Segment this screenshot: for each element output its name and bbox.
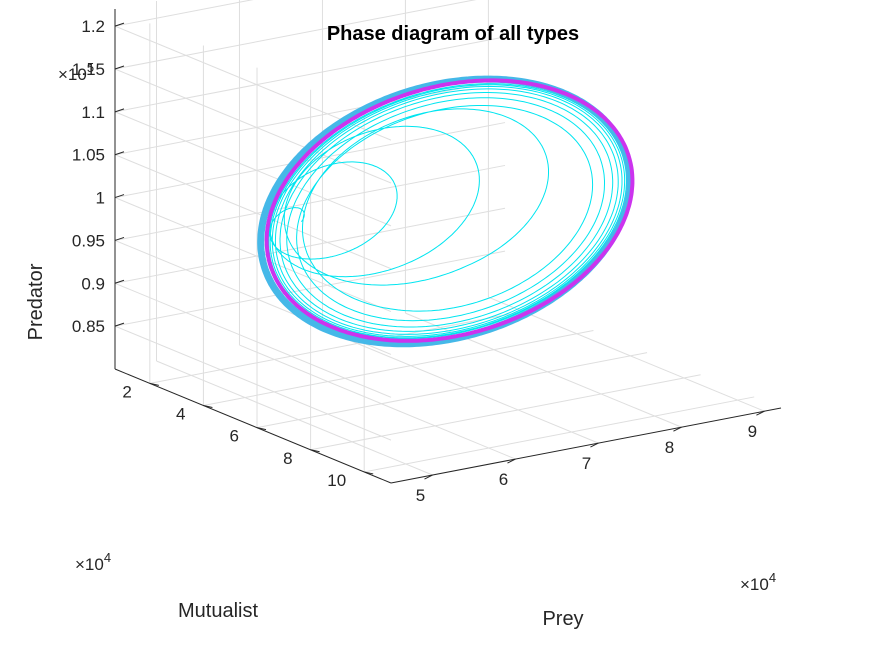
z-tick-label-5: 1.1 [81,103,105,122]
z-multiplier-base: ×10 [58,65,87,84]
z-multiplier-exp: 5 [87,60,94,75]
y-tick-mark-4 [364,471,374,475]
grid-backwall-z-0 [114,250,506,327]
y-tick-mark-2 [256,427,267,431]
z-tick-mark-5 [114,108,125,113]
z-tick-mark-2 [114,236,125,241]
grid-backwall-z-7 [114,0,254,27]
y-tick-label-2: 6 [230,427,239,446]
grid-floor-x-3 [405,312,682,428]
y-tick-mark-0 [149,382,159,386]
limit-cycle-outer-band [257,75,634,348]
x-tick-label-4: 9 [748,422,757,441]
x-tick-mark-4 [756,410,765,416]
x-tick-label-0: 5 [416,486,425,505]
grid-backwall-z-4 [114,79,506,156]
grid-floor-y-1 [203,330,594,407]
z-tick-mark-0 [114,322,125,327]
x-exponent: ×104 [740,570,776,594]
chart-title: Phase diagram of all types [327,23,579,45]
x-tick-label-2: 7 [582,454,591,473]
grid-backwall-z-2 [114,164,506,241]
z-tick-mark-3 [114,194,125,199]
grid-floor-y-0 [149,307,540,384]
y-tick-label-1: 4 [176,405,185,424]
grid-leftwall-z-6 [114,68,392,184]
x-tick-mark-3 [673,426,682,432]
z-exponent: ×105 [58,60,94,84]
z-tick-label-2: 0.95 [72,231,105,250]
axes-layer [114,9,782,484]
grid-floor-x-2 [322,328,599,444]
z-tick-mark-6 [114,65,125,70]
trajectory-layer [257,75,635,348]
z-tick-mark-4 [114,151,125,156]
y-multiplier-base: ×10 [75,555,104,574]
grid-leftwall-z-3 [114,197,392,313]
x-axis-line [390,407,782,484]
x-tick-label-1: 6 [499,470,508,489]
x-multiplier-exp: 4 [769,570,776,585]
y-tick-mark-3 [310,449,320,453]
x-axis-label: Prey [542,608,583,630]
z-tick-mark-7 [114,22,125,27]
y-tick-mark-1 [203,405,213,409]
grid-backwall-z-1 [114,207,506,284]
tick-labels-layer: 5 6 7 8 9 2 4 6 8 10 0.85 0.9 0.95 1 1.05 1.1 1.15 1.2 [72,17,757,505]
x-tick-mark-0 [424,474,433,480]
grid-leftwall-z-4 [114,154,392,270]
grid-backwall-z-5 [114,36,506,113]
x-tick-label-3: 8 [665,438,674,457]
y-axis-line [114,368,392,484]
transient-trajectory [268,83,629,340]
z-tick-label-3: 1 [96,189,105,208]
svg-text:×105: ×105 [58,60,94,84]
limit-cycle-inner-band [264,78,635,343]
grid-floor-x-0 [156,360,433,476]
z-tick-mark-1 [114,279,125,284]
x-multiplier-base: ×10 [740,575,769,594]
y-tick-label-3: 8 [283,449,292,468]
z-tick-label-6: 1.15 [72,60,105,79]
y-tick-label-4: 10 [327,471,346,490]
z-axis-label: Predator [25,263,47,340]
grid-floor-x-4 [488,296,765,412]
grid-backwall-z-6 [114,0,477,70]
grid-leftwall-z-0 [114,325,392,441]
z-tick-label-1: 0.9 [81,274,105,293]
y-multiplier-exp: 4 [104,550,111,565]
grid-floor-y-3 [310,374,701,451]
grid-floor-y-4 [364,396,755,473]
z-tick-label-0: 0.85 [72,317,105,336]
z-tick-label-7: 1.2 [81,17,105,36]
svg-text:×104: ×104 [740,570,776,594]
svg-text:×104: ×104 [75,550,111,574]
y-exponent: ×104 [75,550,111,574]
grid-layer [114,0,765,476]
grid-leftwall-z-5 [114,111,392,227]
grid-floor-x-1 [239,344,516,460]
y-axis-label: Mutualist [178,600,258,622]
x-tick-mark-1 [507,458,516,464]
y-tick-label-0: 2 [122,382,131,401]
grid-floor-y-2 [256,352,648,429]
x-tick-mark-2 [590,442,599,448]
z-tick-label-4: 1.05 [72,146,105,165]
